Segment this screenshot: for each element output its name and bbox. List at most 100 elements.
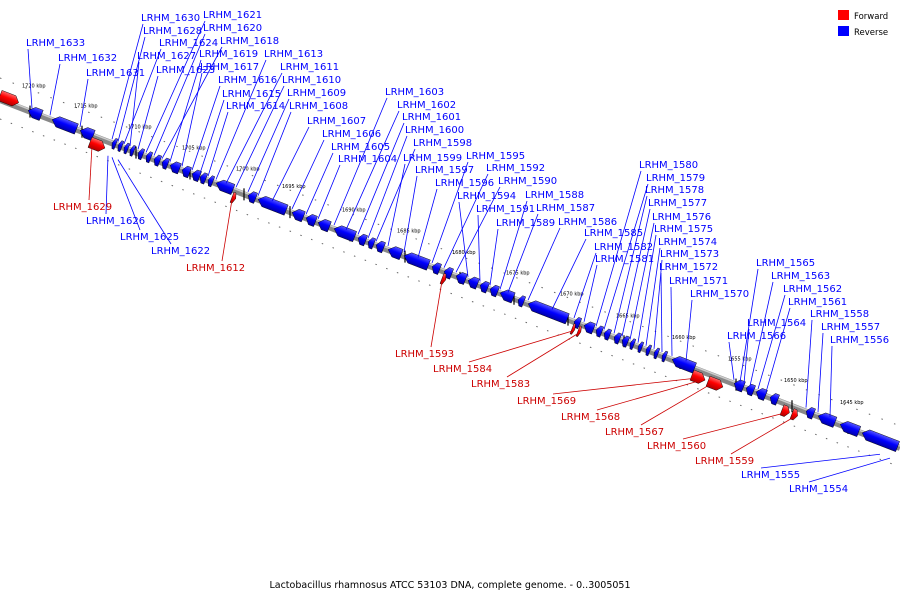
gene-lrhm-1586[interactable] bbox=[612, 332, 623, 345]
gene-lrhm-1570[interactable] bbox=[838, 419, 862, 437]
label-lrhm-1600[interactable]: LRHM_1600 bbox=[405, 125, 464, 136]
label-lrhm-1558[interactable]: LRHM_1558 bbox=[810, 309, 869, 320]
gene-lrhm-1567[interactable] bbox=[705, 375, 725, 392]
gene-lrhm-1619[interactable] bbox=[168, 160, 182, 175]
label-lrhm-1592[interactable]: LRHM_1592 bbox=[486, 163, 545, 174]
gene-lrhm-1632[interactable] bbox=[50, 115, 79, 135]
label-lrhm-1555[interactable]: LRHM_1555 bbox=[741, 470, 800, 481]
label-lrhm-1557[interactable]: LRHM_1557 bbox=[821, 322, 880, 333]
label-lrhm-1621[interactable]: LRHM_1621 bbox=[203, 10, 262, 21]
label-lrhm-1594[interactable]: LRHM_1594 bbox=[457, 191, 516, 202]
label-lrhm-1561[interactable]: LRHM_1561 bbox=[788, 297, 847, 308]
gene-lrhm-1621[interactable] bbox=[144, 151, 154, 164]
gene-lrhm-1604[interactable] bbox=[366, 237, 377, 250]
gene-lrhm-1573[interactable] bbox=[768, 392, 780, 406]
gene-lrhm-1596[interactable] bbox=[478, 280, 490, 294]
gene-lrhm-1572[interactable] bbox=[804, 406, 816, 420]
label-lrhm-1596[interactable]: LRHM_1596 bbox=[435, 178, 494, 189]
gene-lrhm-1614[interactable] bbox=[206, 175, 216, 188]
gene-lrhm-1589[interactable] bbox=[582, 320, 596, 335]
label-lrhm-1629[interactable]: LRHM_1629 bbox=[53, 202, 112, 213]
label-lrhm-1579[interactable]: LRHM_1579 bbox=[646, 173, 705, 184]
label-lrhm-1560[interactable]: LRHM_1560 bbox=[647, 441, 706, 452]
gene-lrhm-1630[interactable] bbox=[110, 138, 119, 150]
label-lrhm-1611[interactable]: LRHM_1611 bbox=[280, 62, 339, 73]
label-lrhm-1609[interactable]: LRHM_1609 bbox=[287, 88, 346, 99]
gene-lrhm-1606[interactable] bbox=[332, 224, 357, 243]
label-lrhm-1601[interactable]: LRHM_1601 bbox=[402, 112, 461, 123]
label-lrhm-1620[interactable]: LRHM_1620 bbox=[203, 23, 262, 34]
label-lrhm-1589[interactable]: LRHM_1589 bbox=[496, 218, 555, 229]
gene-lrhm-1611[interactable] bbox=[246, 190, 258, 204]
label-lrhm-1570[interactable]: LRHM_1570 bbox=[690, 289, 749, 300]
gene-lrhm-1588[interactable] bbox=[594, 325, 605, 338]
label-lrhm-1632[interactable]: LRHM_1632 bbox=[58, 53, 117, 64]
label-lrhm-1554[interactable]: LRHM_1554 bbox=[789, 484, 848, 495]
label-lrhm-1572[interactable]: LRHM_1572 bbox=[659, 262, 718, 273]
label-lrhm-1608[interactable]: LRHM_1608 bbox=[289, 101, 348, 112]
label-lrhm-1578[interactable]: LRHM_1578 bbox=[645, 185, 704, 196]
label-lrhm-1595[interactable]: LRHM_1595 bbox=[466, 151, 525, 162]
label-lrhm-1627[interactable]: LRHM_1627 bbox=[137, 51, 196, 62]
label-lrhm-1568[interactable]: LRHM_1568 bbox=[561, 412, 620, 423]
gene-lrhm-1597[interactable] bbox=[466, 275, 480, 290]
label-lrhm-1603[interactable]: LRHM_1603 bbox=[385, 87, 444, 98]
label-lrhm-1617[interactable]: LRHM_1617 bbox=[200, 62, 259, 73]
label-lrhm-1633[interactable]: LRHM_1633 bbox=[26, 38, 85, 49]
gene-lrhm-1601[interactable] bbox=[402, 251, 431, 271]
label-lrhm-1562[interactable]: LRHM_1562 bbox=[783, 284, 842, 295]
label-lrhm-1591[interactable]: LRHM_1591 bbox=[476, 204, 535, 215]
gene-lrhm-1618[interactable] bbox=[160, 157, 171, 170]
gene-lrhm-1590[interactable] bbox=[516, 295, 527, 308]
gene-lrhm-1575[interactable] bbox=[744, 383, 756, 397]
gene-lrhm-1624[interactable] bbox=[122, 142, 131, 155]
gene-lrhm-1607[interactable] bbox=[316, 217, 332, 233]
label-lrhm-1564[interactable]: LRHM_1564 bbox=[747, 318, 806, 329]
gene-lrhm-1628[interactable] bbox=[116, 140, 125, 152]
gene-lrhm-1595[interactable] bbox=[488, 284, 500, 298]
label-lrhm-1588[interactable]: LRHM_1588 bbox=[525, 190, 584, 201]
gene-lrhm-1598[interactable] bbox=[442, 266, 454, 280]
label-lrhm-1577[interactable]: LRHM_1577 bbox=[648, 198, 707, 209]
gene-lrhm-1615[interactable] bbox=[198, 172, 209, 185]
gene-lrhm-1602[interactable] bbox=[386, 244, 404, 260]
label-lrhm-1625[interactable]: LRHM_1625 bbox=[120, 232, 179, 243]
label-lrhm-1618[interactable]: LRHM_1618 bbox=[220, 36, 279, 47]
gene-lrhm-1576[interactable] bbox=[732, 378, 746, 393]
gene-lrhm-1627[interactable] bbox=[128, 145, 137, 157]
gene-lrhm-1585[interactable] bbox=[620, 335, 631, 348]
label-lrhm-1582[interactable]: LRHM_1582 bbox=[594, 242, 653, 253]
gene-lrhm-1626[interactable] bbox=[860, 428, 900, 452]
label-lrhm-1593[interactable]: LRHM_1593 bbox=[395, 349, 454, 360]
label-lrhm-1565[interactable]: LRHM_1565 bbox=[756, 258, 815, 269]
label-lrhm-1585[interactable]: LRHM_1585 bbox=[584, 228, 643, 239]
gene-lrhm-1571[interactable] bbox=[816, 411, 838, 428]
label-lrhm-1605[interactable]: LRHM_1605 bbox=[331, 142, 390, 153]
gene-lrhm-1580[interactable] bbox=[644, 344, 653, 357]
label-lrhm-1590[interactable]: LRHM_1590 bbox=[498, 176, 557, 187]
label-lrhm-1613[interactable]: LRHM_1613 bbox=[264, 49, 323, 60]
label-lrhm-1567[interactable]: LRHM_1567 bbox=[605, 427, 664, 438]
label-lrhm-1556[interactable]: LRHM_1556 bbox=[830, 335, 889, 346]
label-lrhm-1584[interactable]: LRHM_1584 bbox=[433, 364, 492, 375]
label-lrhm-1597[interactable]: LRHM_1597 bbox=[415, 165, 474, 176]
label-lrhm-1576[interactable]: LRHM_1576 bbox=[652, 212, 711, 223]
label-lrhm-1622[interactable]: LRHM_1622 bbox=[151, 246, 210, 257]
gene-lrhm-1631[interactable] bbox=[78, 125, 96, 141]
label-lrhm-1604[interactable]: LRHM_1604 bbox=[338, 154, 397, 165]
gene-lrhm-1603[interactable] bbox=[374, 240, 386, 254]
label-lrhm-1573[interactable]: LRHM_1573 bbox=[660, 249, 719, 260]
label-lrhm-1616[interactable]: LRHM_1616 bbox=[218, 75, 277, 86]
label-lrhm-1583[interactable]: LRHM_1583 bbox=[471, 379, 530, 390]
label-lrhm-1606[interactable]: LRHM_1606 bbox=[322, 129, 381, 140]
gene-lrhm-1609[interactable] bbox=[290, 207, 306, 223]
label-lrhm-1569[interactable]: LRHM_1569 bbox=[517, 396, 576, 407]
gene-lrhm-1629[interactable] bbox=[0, 90, 21, 107]
label-lrhm-1581[interactable]: LRHM_1581 bbox=[595, 254, 654, 265]
label-lrhm-1599[interactable]: LRHM_1599 bbox=[403, 153, 462, 164]
gene-lrhm-1578[interactable] bbox=[660, 350, 669, 363]
gene-lrhm-1608[interactable] bbox=[304, 213, 318, 227]
gene-lrhm-1620[interactable] bbox=[152, 154, 163, 167]
label-lrhm-1612[interactable]: LRHM_1612 bbox=[186, 263, 245, 274]
label-lrhm-1598[interactable]: LRHM_1598 bbox=[413, 138, 472, 149]
